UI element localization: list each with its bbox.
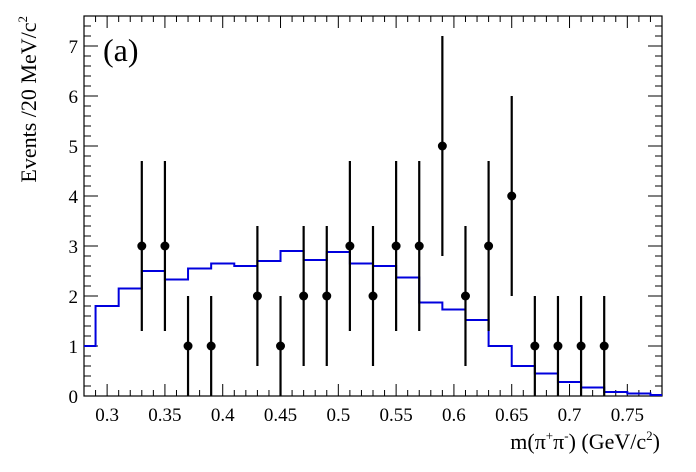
y-tick-label: 7 (69, 37, 79, 58)
data-point (252, 291, 262, 301)
data-point (183, 341, 193, 351)
data-point (553, 341, 563, 351)
x-tick-label: 0.65 (495, 405, 528, 426)
data-point (368, 291, 378, 301)
y-tick-label: 0 (69, 387, 79, 408)
data-point (437, 141, 447, 151)
x-tick-label: 0.35 (148, 405, 181, 426)
x-tick-label: 0.3 (95, 405, 119, 426)
data-point (414, 241, 424, 251)
y-axis-title: Events /20 MeV/c2 (15, 16, 41, 183)
x-tick-label: 0.45 (264, 405, 297, 426)
y-axis: 0 1 2 3 4 5 6 7 (69, 15, 662, 408)
x-tick-label: 0.7 (558, 405, 582, 426)
data-point (322, 291, 332, 301)
y-tick-label: 5 (69, 137, 79, 158)
data-point (530, 341, 540, 351)
x-tick-label: 0.6 (442, 405, 466, 426)
x-tick-label: 0.4 (211, 405, 235, 426)
y-tick-label: 1 (69, 337, 79, 358)
data-points-layer (137, 36, 609, 396)
data-point (507, 191, 517, 201)
y-tick-label: 3 (69, 237, 79, 258)
y-tick-label: 4 (69, 187, 79, 208)
data-point (576, 341, 586, 351)
data-point (345, 241, 355, 251)
data-point (299, 291, 309, 301)
x-tick-label: 0.75 (611, 405, 644, 426)
data-point (599, 341, 609, 351)
data-point (160, 241, 170, 251)
data-point (484, 241, 494, 251)
data-point (391, 241, 401, 251)
data-point (276, 341, 286, 351)
y-tick-label: 2 (69, 287, 79, 308)
x-tick-label: 0.55 (379, 405, 412, 426)
data-point (460, 291, 470, 301)
panel-label: (a) (103, 32, 139, 68)
y-tick-label: 6 (69, 87, 79, 108)
x-tick-label: 0.5 (326, 405, 350, 426)
x-axis: 0.3 0.35 0.4 0.45 0.5 0.55 0.6 0.65 0.7 0.75 (95, 16, 663, 426)
data-point (206, 341, 216, 351)
data-point (137, 241, 147, 251)
x-axis-title: m(π+π-) (GeV/c2) (510, 428, 660, 454)
